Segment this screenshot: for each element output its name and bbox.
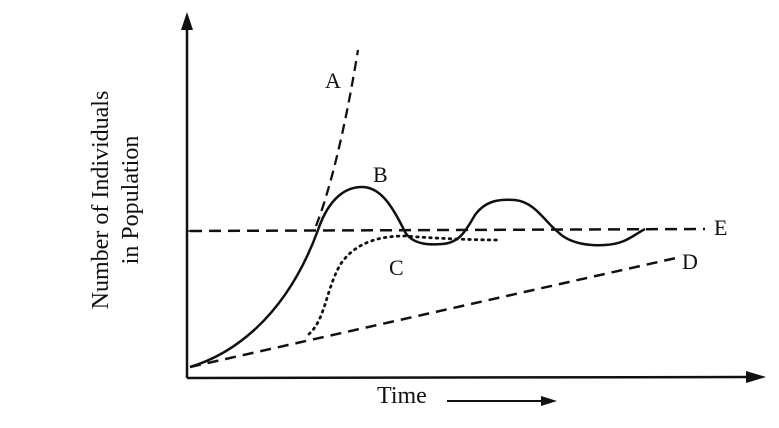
x-axis-label: Time <box>377 383 427 409</box>
curve-label-b: B <box>373 162 388 187</box>
curve-c <box>307 234 502 336</box>
curve-a <box>314 49 360 227</box>
curve-b <box>189 185 646 369</box>
x-axis-arrow-icon <box>746 371 766 383</box>
y-axis-label-line2: in Population <box>118 135 144 265</box>
x-axis <box>186 371 766 383</box>
curve-label-d: D <box>682 249 698 274</box>
curve-label-a: A <box>325 68 341 93</box>
curve-label-e: E <box>714 215 728 240</box>
y-axis-arrow-icon <box>181 12 193 30</box>
curve-d <box>189 256 677 369</box>
curve-e <box>189 227 706 233</box>
time-arrow-icon <box>447 396 557 406</box>
y-axis-label: Number of Individuals in Population <box>86 50 196 350</box>
y-axis-label-line1: Number of Individuals <box>88 90 114 310</box>
curve-label-c: C <box>389 255 404 280</box>
